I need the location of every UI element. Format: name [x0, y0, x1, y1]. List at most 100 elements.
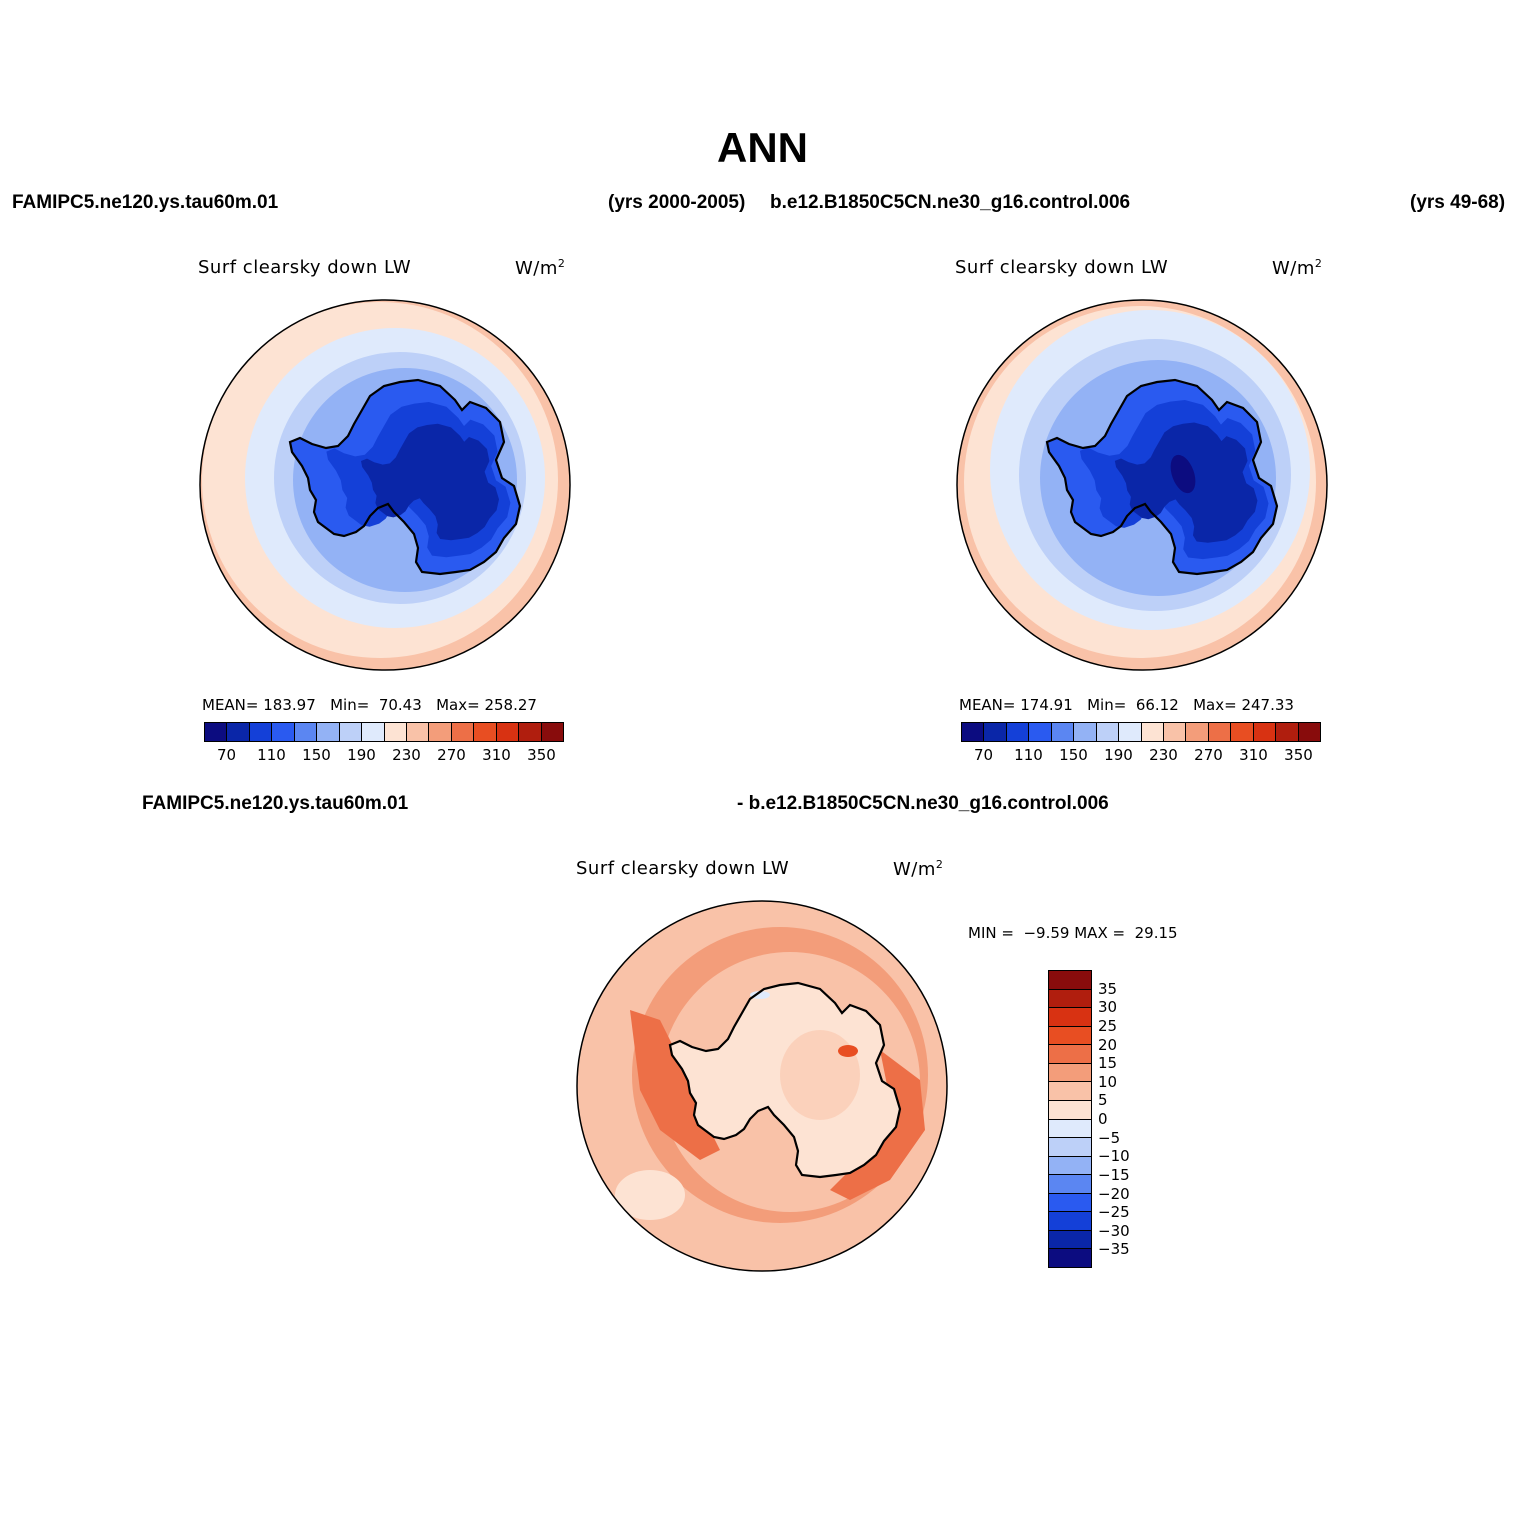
- colorbar-tick-label: 150: [1059, 746, 1088, 764]
- colorbar-tick-label: −35: [1098, 1240, 1130, 1259]
- colorbar-swatch: [429, 723, 452, 741]
- colorbar-tick-label: 5: [1098, 1091, 1108, 1110]
- diff-stats: MIN = −9.59 MAX = 29.15: [968, 924, 1178, 942]
- colorbar-swatch: [1049, 1063, 1091, 1083]
- right-colorbar: [961, 722, 1321, 742]
- colorbar-tick-label: 20: [1098, 1035, 1118, 1054]
- colorbar-swatch: [1208, 723, 1232, 741]
- left-stats: MEAN= 183.97 Min= 70.43 Max= 258.27: [202, 696, 537, 714]
- right-case-name: b.e12.B1850C5CN.ne30_g16.control.006: [770, 192, 1131, 213]
- colorbar-swatch: [1276, 723, 1299, 741]
- colorbar-tick-label: 350: [1284, 746, 1313, 764]
- colorbar-swatch: [272, 723, 295, 741]
- colorbar-swatch: [1029, 723, 1052, 741]
- colorbar-tick-label: −20: [1098, 1184, 1130, 1203]
- colorbar-swatch: [1049, 1249, 1091, 1267]
- colorbar-swatch: [294, 723, 318, 741]
- colorbar-tick-label: −25: [1098, 1203, 1130, 1222]
- colorbar-swatch: [1253, 723, 1277, 741]
- diff-map-boundary: [576, 900, 948, 1272]
- right-map-boundary: [956, 299, 1328, 671]
- right-stats: MEAN= 174.91 Min= 66.12 Max= 247.33: [959, 696, 1294, 714]
- colorbar-swatch: [1049, 971, 1091, 990]
- colorbar-swatch: [1049, 1212, 1091, 1231]
- colorbar-swatch: [451, 723, 475, 741]
- colorbar-swatch: [1119, 723, 1142, 741]
- colorbar-tick-label: 230: [1149, 746, 1178, 764]
- colorbar-swatch: [384, 723, 407, 741]
- colorbar-tick-label: 110: [1014, 746, 1043, 764]
- left-panel-units: W/m2: [515, 257, 566, 279]
- colorbar-swatch: [205, 723, 228, 741]
- colorbar-tick-label: 150: [302, 746, 331, 764]
- colorbar-swatch: [1049, 1230, 1091, 1250]
- colorbar-tick-label: 230: [392, 746, 421, 764]
- antarctica-hotspot: [838, 1045, 858, 1057]
- colorbar-tick-label: 110: [257, 746, 286, 764]
- colorbar-swatch: [1049, 1045, 1091, 1064]
- colorbar-swatch: [1049, 1119, 1091, 1139]
- right-years: (yrs 49-68): [1410, 192, 1506, 213]
- colorbar-swatch: [227, 723, 250, 741]
- page-title: ANN: [717, 124, 808, 171]
- left-case-name: FAMIPC5.ne120.ys.tau60m.01: [12, 192, 279, 213]
- colorbar-tick-label: 0: [1098, 1110, 1108, 1128]
- antarctica-patch-neg: [750, 991, 770, 999]
- colorbar-swatch: [1049, 1026, 1091, 1046]
- colorbar-swatch: [1049, 1008, 1091, 1027]
- right-panel-variable: Surf clearsky down LW: [955, 257, 1169, 278]
- colorbar-tick-label: 190: [1104, 746, 1133, 764]
- colorbar-swatch: [1049, 1082, 1091, 1101]
- colorbar-tick-label: 35: [1098, 979, 1118, 998]
- colorbar-swatch: [962, 723, 985, 741]
- colorbar-swatch: [1049, 1193, 1091, 1213]
- colorbar-swatch: [1049, 1138, 1091, 1157]
- colorbar-swatch: [496, 723, 520, 741]
- colorbar-tick-label: −30: [1098, 1221, 1130, 1240]
- colorbar-tick-label: 70: [216, 746, 237, 764]
- colorbar-tick-label: −15: [1098, 1165, 1130, 1184]
- colorbar-swatch: [1006, 723, 1030, 741]
- left-colorbar-labels: 70 110 150 190 230 270 310 350: [204, 746, 564, 766]
- diff-panel-variable: Surf clearsky down LW: [576, 858, 790, 879]
- colorbar-tick-label: 270: [437, 746, 466, 764]
- colorbar-tick-label: −5: [1098, 1128, 1121, 1147]
- colorbar-swatch: [1096, 723, 1120, 741]
- colorbar-swatch: [249, 723, 273, 741]
- colorbar-swatch: [1298, 723, 1320, 741]
- colorbar-swatch: [1049, 1175, 1091, 1194]
- colorbar-tick-label: 310: [482, 746, 511, 764]
- right-panel-units: W/m2: [1272, 257, 1323, 279]
- antarctica-fill-70: [1170, 454, 1196, 494]
- colorbar-tick-label: 25: [1098, 1016, 1118, 1035]
- colorbar-swatch: [1163, 723, 1187, 741]
- colorbar-swatch: [1051, 723, 1075, 741]
- colorbar-swatch: [362, 723, 385, 741]
- diff-colorbar: [1048, 970, 1092, 1268]
- left-years: (yrs 2000-2005): [608, 192, 746, 213]
- colorbar-swatch: [406, 723, 430, 741]
- colorbar-swatch: [1141, 723, 1164, 741]
- diff-colorbar-labels: 35 30 25 20 15 10 5 0 −5 −10 −15 −20 −25 −30 −35: [1098, 970, 1158, 1268]
- colorbar-swatch: [1049, 1100, 1091, 1120]
- colorbar-swatch: [1049, 989, 1091, 1009]
- east-warm-band: [830, 1050, 925, 1200]
- colorbar-tick-label: 270: [1194, 746, 1223, 764]
- colorbar-swatch: [1074, 723, 1097, 741]
- diff-left-case: FAMIPC5.ne120.ys.tau60m.01: [142, 793, 409, 814]
- colorbar-swatch: [339, 723, 363, 741]
- colorbar-swatch: [1186, 723, 1209, 741]
- colorbar-tick-label: 15: [1098, 1054, 1118, 1073]
- colorbar-tick-label: 310: [1239, 746, 1268, 764]
- colorbar-tick-label: 10: [1098, 1072, 1118, 1091]
- antarctica-patch-10: [780, 1030, 860, 1120]
- left-colorbar: [204, 722, 564, 742]
- colorbar-swatch: [317, 723, 340, 741]
- colorbar-tick-label: 70: [973, 746, 994, 764]
- colorbar-tick-label: 350: [527, 746, 556, 764]
- diff-panel-units: W/m2: [893, 858, 944, 880]
- colorbar-swatch: [1049, 1156, 1091, 1176]
